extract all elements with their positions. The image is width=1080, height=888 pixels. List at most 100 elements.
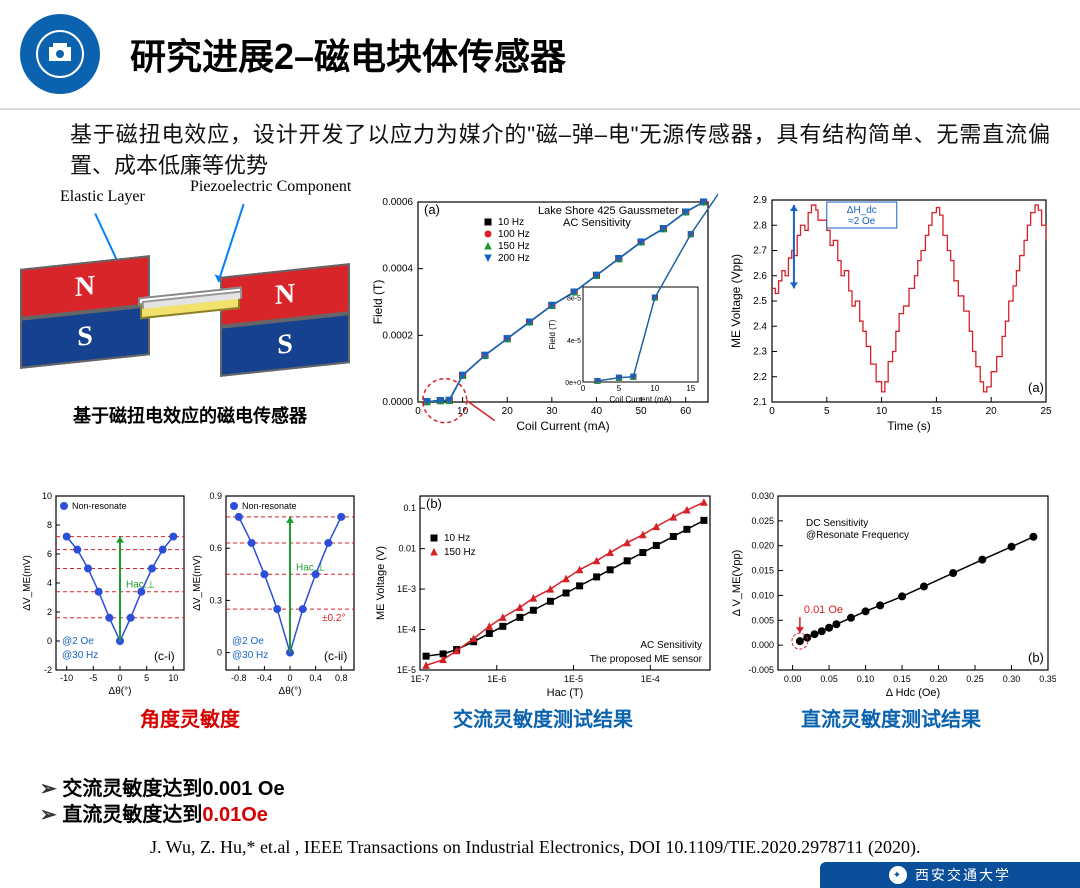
footer-banner: ✦ 西安交通大学: [820, 862, 1080, 888]
university-logo-icon: [20, 14, 100, 94]
svg-text:@2 Oe: @2 Oe: [232, 636, 264, 647]
svg-text:ΔH_dc: ΔH_dc: [847, 205, 877, 216]
chart-coil-current: 01020304050600.00000.00020.00040.0006Coi…: [368, 192, 718, 482]
svg-text:0.8: 0.8: [335, 673, 348, 683]
svg-text:Coil Current (mA): Coil Current (mA): [609, 395, 672, 404]
svg-text:20: 20: [502, 406, 514, 417]
svg-text:@30 Hz: @30 Hz: [62, 650, 98, 661]
svg-text:200 Hz: 200 Hz: [498, 253, 530, 264]
svg-text:0.4: 0.4: [309, 673, 322, 683]
svg-text:0: 0: [287, 673, 292, 683]
svg-text:0.10: 0.10: [857, 674, 875, 684]
svg-text:0.1: 0.1: [403, 503, 416, 513]
svg-text:≈2 Oe: ≈2 Oe: [848, 216, 876, 227]
svg-text:0.01 Oe: 0.01 Oe: [804, 604, 843, 616]
svg-text:Δ Hdc (Oe): Δ Hdc (Oe): [886, 687, 940, 699]
chart-dc-sensitivity: 0.000.050.100.150.200.250.300.35-0.0050.…: [726, 490, 1056, 740]
svg-text:The proposed ME sensor: The proposed ME sensor: [590, 654, 703, 665]
svg-text:10: 10: [42, 491, 52, 501]
chart-angle-pair: -10-50510-20246810Δθ(°)ΔV_ME(mV)Hac,⊥Non…: [20, 490, 360, 740]
svg-text:Coil Current (mA): Coil Current (mA): [516, 419, 609, 433]
svg-text:5: 5: [824, 406, 830, 417]
content-grid: Elastic Layer Piezoelectric Component N …: [0, 188, 1080, 740]
svg-text:150 Hz: 150 Hz: [444, 547, 476, 558]
chart-ac-sensitivity: 1E-71E-61E-51E-41E-51E-41E-30.010.1Hac (…: [368, 490, 718, 740]
svg-text:8: 8: [47, 520, 52, 530]
bullet-list: 交流灵敏度达到0.001 Oe 直流灵敏度达到0.01Oe: [40, 776, 285, 828]
svg-text:(a): (a): [424, 202, 440, 217]
svg-text:0.35: 0.35: [1039, 674, 1056, 684]
svg-text:(c-ii): (c-ii): [324, 649, 347, 663]
svg-text:-0.005: -0.005: [748, 665, 774, 675]
svg-text:0.015: 0.015: [751, 565, 774, 575]
svg-text:AC Sensitivity: AC Sensitivity: [640, 640, 702, 651]
svg-text:10: 10: [168, 673, 178, 683]
svg-text:60: 60: [680, 406, 692, 417]
svg-text:10: 10: [876, 406, 888, 417]
svg-text:Non-resonate: Non-resonate: [72, 501, 127, 511]
caption-dc: 直流灵敏度测试结果: [726, 703, 1056, 732]
svg-text:Δθ(°): Δθ(°): [279, 686, 302, 697]
svg-text:-5: -5: [89, 673, 97, 683]
svg-text:2.8: 2.8: [753, 220, 767, 231]
svg-text:5: 5: [144, 673, 149, 683]
slide-description: 基于磁扭电效应，设计开发了以应力为媒介的"磁–弹–电"无源传感器，具有结构简单、…: [0, 110, 1080, 188]
svg-text:0.0002: 0.0002: [382, 330, 413, 341]
svg-text:(a): (a): [1028, 380, 1044, 395]
svg-text:(b): (b): [426, 496, 442, 511]
svg-text:0.01: 0.01: [398, 543, 416, 553]
svg-text:2.2: 2.2: [753, 371, 767, 382]
svg-text:0.30: 0.30: [1003, 674, 1021, 684]
svg-text:0.0004: 0.0004: [382, 263, 413, 274]
svg-text:0: 0: [769, 406, 775, 417]
svg-text:Non-resonate: Non-resonate: [242, 501, 297, 511]
svg-text:-10: -10: [60, 673, 73, 683]
svg-text:Hac,⊥: Hac,⊥: [126, 579, 155, 590]
magnet-diagram-panel: Elastic Layer Piezoelectric Component N …: [20, 192, 360, 482]
svg-text:Δθ(°): Δθ(°): [109, 686, 132, 697]
svg-text:0.0000: 0.0000: [382, 397, 413, 408]
svg-text:1E-5: 1E-5: [564, 674, 583, 684]
svg-text:1E-4: 1E-4: [641, 674, 660, 684]
svg-text:ME Voltage (V): ME Voltage (V): [375, 546, 387, 620]
svg-text:Field (T): Field (T): [548, 319, 557, 349]
svg-text:0.005: 0.005: [751, 615, 774, 625]
svg-text:(b): (b): [1028, 650, 1044, 665]
svg-text:ME Voltage (Vpp): ME Voltage (Vpp): [729, 254, 743, 348]
svg-text:ΔV_ME(mV): ΔV_ME(mV): [192, 555, 203, 611]
svg-text:0.020: 0.020: [751, 540, 774, 550]
svg-text:2.6: 2.6: [753, 270, 767, 281]
slide-title: 研究进展2–磁电块体传感器: [130, 28, 566, 80]
svg-text:10: 10: [457, 406, 469, 417]
svg-text:100 Hz: 100 Hz: [498, 229, 530, 240]
footer-logo-icon: ✦: [889, 866, 907, 884]
svg-text:0.20: 0.20: [930, 674, 948, 684]
svg-text:Hac,⊥: Hac,⊥: [296, 562, 325, 573]
magnet-left: N S: [20, 255, 150, 369]
svg-text:@Resonate Frequency: @Resonate Frequency: [806, 530, 909, 541]
svg-text:1E-6: 1E-6: [487, 674, 506, 684]
svg-text:Time (s): Time (s): [887, 419, 931, 433]
caption-ac: 交流灵敏度测试结果: [368, 703, 718, 732]
svg-text:0: 0: [581, 384, 586, 393]
svg-text:0.00: 0.00: [784, 674, 802, 684]
chart-time-series: 05101520252.12.22.32.42.52.62.72.82.9Tim…: [726, 192, 1056, 482]
svg-text:DC Sensitivity: DC Sensitivity: [806, 518, 868, 529]
arrow-piezo-icon: [217, 203, 244, 282]
svg-text:@30 Hz: @30 Hz: [232, 650, 268, 661]
magnet-right: N S: [220, 263, 350, 377]
svg-text:4e-5: 4e-5: [567, 337, 581, 344]
svg-text:@2 Oe: @2 Oe: [62, 636, 94, 647]
svg-text:0.9: 0.9: [209, 491, 222, 501]
svg-text:25: 25: [1040, 406, 1052, 417]
svg-text:2.1: 2.1: [753, 397, 767, 408]
caption-angle: 角度灵敏度: [20, 703, 360, 732]
svg-text:150 Hz: 150 Hz: [498, 241, 530, 252]
citation: J. Wu, Z. Hu,* et.al , IEEE Transactions…: [150, 837, 921, 858]
svg-text:15: 15: [686, 384, 695, 393]
svg-text:1E-3: 1E-3: [397, 584, 416, 594]
svg-text:0.030: 0.030: [751, 491, 774, 501]
svg-text:±0.2°: ±0.2°: [322, 613, 345, 624]
svg-text:0.05: 0.05: [820, 674, 838, 684]
svg-text:Field (T): Field (T): [371, 279, 385, 324]
